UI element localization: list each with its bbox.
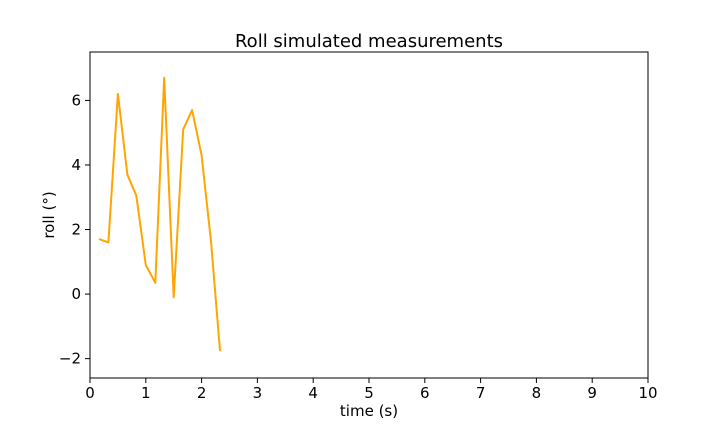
data-point <box>172 296 175 299</box>
data-point <box>200 154 203 157</box>
data-point <box>182 128 184 131</box>
data-point <box>135 194 138 197</box>
x-tick-label: 2 <box>197 384 207 402</box>
plot-area <box>90 52 648 378</box>
x-tick-label: 4 <box>308 384 318 402</box>
x-tick-label: 6 <box>420 384 430 402</box>
x-axis-label: time (s) <box>340 402 398 420</box>
data-point <box>117 93 119 95</box>
x-tick-label: 8 <box>532 384 542 402</box>
data-point <box>126 173 129 176</box>
data-point <box>154 281 157 284</box>
x-tick-label: 5 <box>364 384 374 402</box>
x-tick-label: 7 <box>476 384 486 402</box>
data-point <box>145 264 147 266</box>
y-tick-label: 4 <box>71 156 81 174</box>
x-tick-label: 10 <box>638 384 657 402</box>
data-point <box>163 77 166 79</box>
chart-title: Roll simulated measurements <box>235 31 503 52</box>
x-axis: 0 1 2 3 4 5 6 7 8 9 10 <box>85 378 658 402</box>
series-line <box>99 76 221 351</box>
series-layer <box>98 76 221 352</box>
x-tick-label: 1 <box>141 384 151 402</box>
y-tick-label: 2 <box>71 221 81 239</box>
y-tick-label: −2 <box>59 350 81 368</box>
x-tick-label: 3 <box>253 384 263 402</box>
y-tick-label: 6 <box>71 91 81 109</box>
y-axis: −2 0 2 4 6 <box>59 91 90 368</box>
data-point <box>219 349 221 352</box>
data-point <box>107 241 110 244</box>
data-point <box>210 241 212 244</box>
x-tick-label: 0 <box>85 384 95 402</box>
y-tick-label: 0 <box>71 285 81 303</box>
data-point <box>98 238 101 241</box>
y-axis-label: roll (°) <box>40 191 58 238</box>
data-point <box>191 109 193 111</box>
x-tick-label: 9 <box>587 384 597 402</box>
